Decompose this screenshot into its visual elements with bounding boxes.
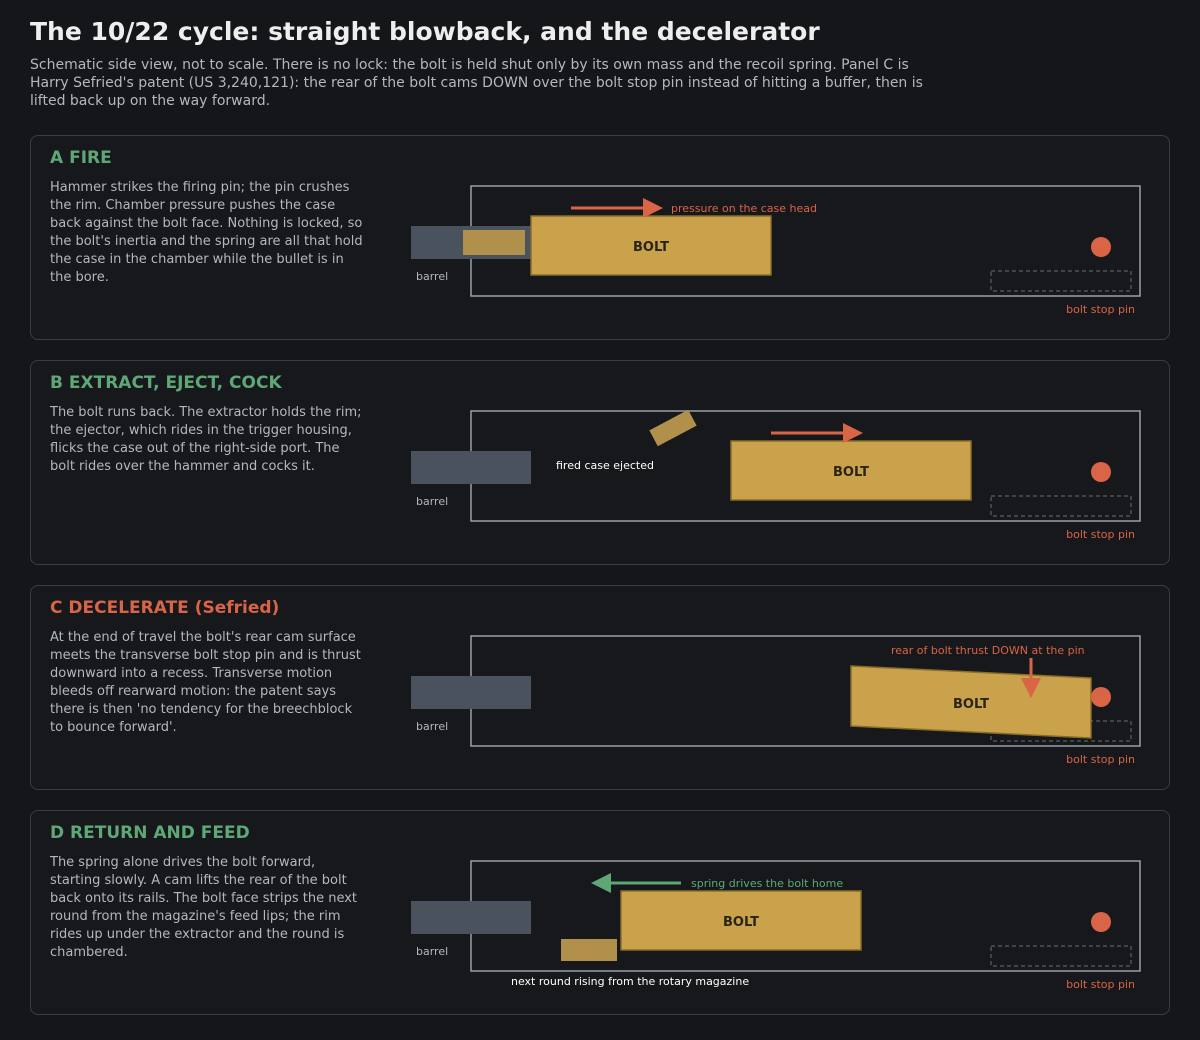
page-subtitle: Schematic side view, not to scale. There… — [30, 57, 923, 109]
panel-description: Hammer strikes the firing pin; the pin c… — [50, 180, 363, 285]
pin-recess — [990, 495, 1132, 517]
barrel-label: barrel — [416, 945, 448, 958]
panel-heading: D RETURN AND FEED — [50, 823, 250, 843]
bolt-stop-pin — [1091, 237, 1111, 257]
panel-fire: BOLT pressure on the case head barrel bo… — [30, 135, 1170, 340]
pressure-label: pressure on the case head — [671, 202, 817, 215]
barrel — [411, 451, 531, 484]
pin-label: bolt stop pin — [1066, 978, 1135, 991]
barrel — [411, 901, 531, 934]
bolt — [530, 215, 772, 276]
barrel-label: barrel — [416, 495, 448, 508]
spring-label: spring drives the bolt home — [691, 877, 843, 890]
thrust-label: rear of bolt thrust DOWN at the pin — [891, 644, 1085, 657]
pin-label: bolt stop pin — [1066, 303, 1135, 316]
page-title: The 10/22 cycle: straight blowback, and … — [30, 17, 820, 46]
pin-recess — [990, 270, 1132, 292]
panel-extract: fired case ejected BOLT barrel bolt stop… — [30, 360, 1170, 565]
thrust-arrow-head — [1021, 678, 1041, 698]
pin-recess — [990, 945, 1132, 967]
diagram-return: BOLT spring drives the bolt home barrel … — [411, 860, 1141, 991]
pin-label: bolt stop pin — [1066, 528, 1135, 541]
panel-heading: C DECELERATE (Sefried) — [50, 598, 280, 618]
bolt-stop-pin — [1091, 462, 1111, 482]
panel-heading: B EXTRACT, EJECT, COCK — [50, 373, 282, 393]
diagram-extract: fired case ejected BOLT barrel bolt stop… — [411, 409, 1141, 541]
bolt-stop-pin — [1091, 912, 1111, 932]
barrel-label: barrel — [416, 720, 448, 733]
barrel — [411, 676, 531, 709]
panel-description: At the end of travel the bolt's rear cam… — [50, 630, 361, 735]
panel-description: The bolt runs back. The extractor holds … — [50, 405, 362, 474]
bolt-label: BOLT — [723, 915, 759, 930]
bolt-travel-arrow-head — [843, 423, 863, 443]
ejected-case-label: fired case ejected — [556, 459, 654, 472]
bolt-label: BOLT — [953, 697, 989, 712]
bolt-label: BOLT — [833, 465, 869, 480]
pressure-arrow-head — [643, 198, 663, 218]
next-round-label: next round rising from the rotary magazi… — [511, 975, 749, 988]
ejected-case — [649, 409, 697, 447]
panel-heading: A FIRE — [50, 148, 112, 168]
cartridge-case — [463, 230, 525, 255]
diagram-fire: BOLT pressure on the case head barrel bo… — [411, 185, 1141, 316]
pin-label: bolt stop pin — [1066, 753, 1135, 766]
panel-return: BOLT spring drives the bolt home barrel … — [30, 810, 1170, 1015]
bolt — [620, 890, 862, 951]
bolt-stop-pin — [1091, 687, 1111, 707]
bolt — [730, 440, 972, 501]
panel-description: The spring alone drives the bolt forward… — [50, 855, 358, 960]
barrel-label: barrel — [416, 270, 448, 283]
diagram-decelerate: BOLT rear of bolt thrust DOWN at the pin… — [411, 635, 1141, 766]
panel-decelerate: BOLT rear of bolt thrust DOWN at the pin… — [30, 585, 1170, 790]
spring-arrow-head — [591, 873, 611, 893]
bolt-label: BOLT — [633, 240, 669, 255]
next-round — [561, 939, 617, 961]
